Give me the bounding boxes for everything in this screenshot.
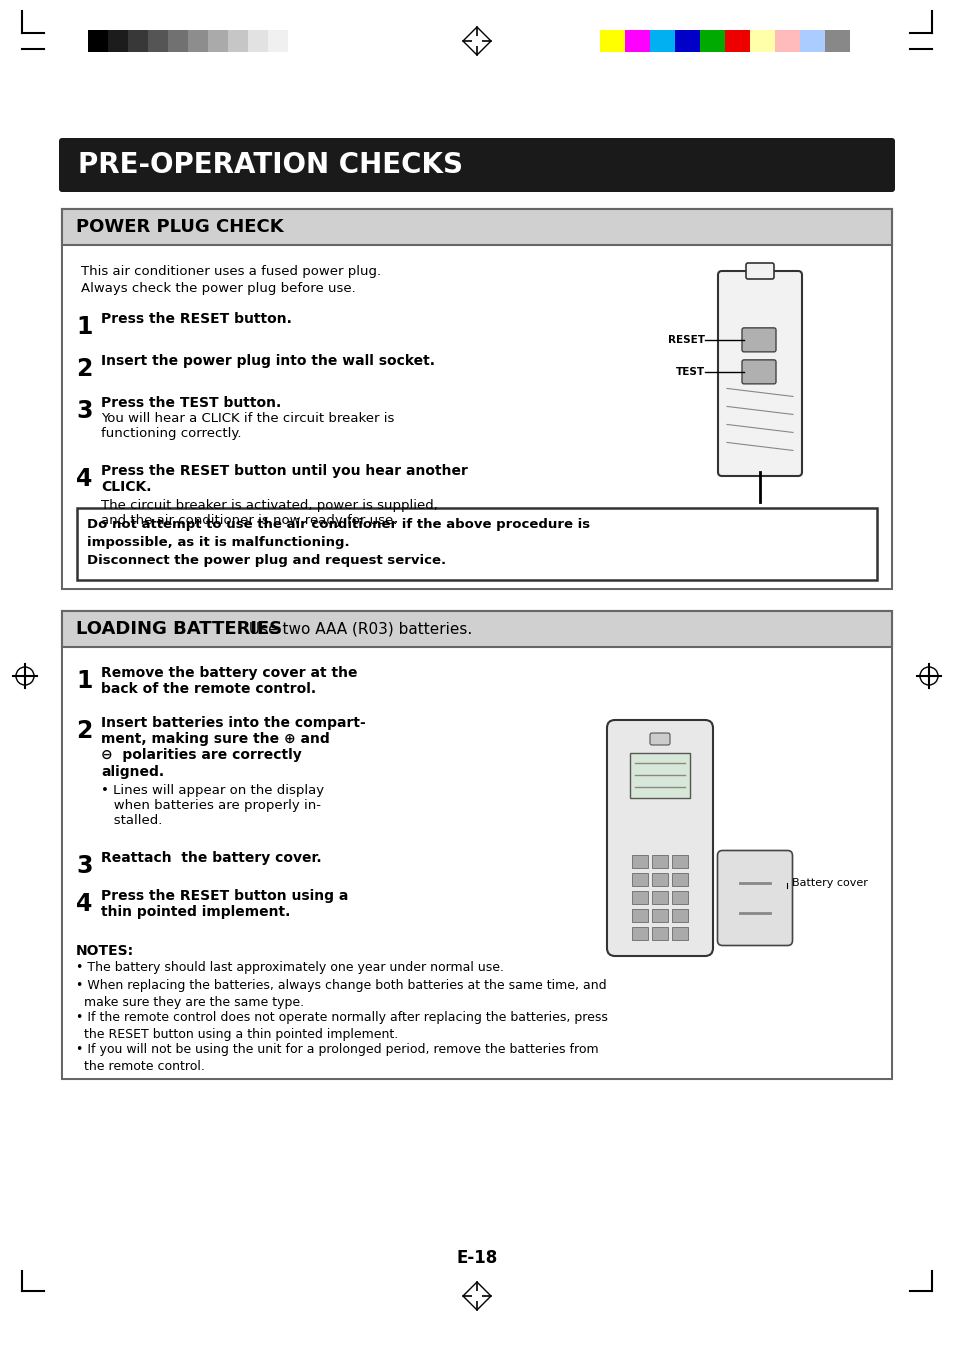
- Text: TEST: TEST: [675, 367, 704, 377]
- Bar: [77, 508, 876, 580]
- Bar: [168, 30, 188, 51]
- Bar: [63, 245, 890, 588]
- Text: 4: 4: [76, 467, 92, 490]
- Text: • When replacing the batteries, always change both batteries at the same time, a: • When replacing the batteries, always c…: [76, 979, 606, 1009]
- FancyBboxPatch shape: [59, 138, 894, 192]
- Bar: [724, 30, 749, 51]
- Bar: [671, 855, 687, 867]
- Circle shape: [472, 1292, 481, 1301]
- FancyBboxPatch shape: [717, 851, 792, 946]
- Bar: [651, 927, 667, 940]
- Bar: [148, 30, 168, 51]
- Text: • Lines will appear on the display
   when batteries are properly in-
   stalled: • Lines will appear on the display when …: [101, 784, 324, 827]
- Bar: [651, 855, 667, 867]
- Text: Insert batteries into the compart-
ment, making sure the ⊕ and
⊖  polarities are: Insert batteries into the compart- ment,…: [101, 716, 365, 778]
- Text: Use two AAA (R03) batteries.: Use two AAA (R03) batteries.: [244, 621, 472, 636]
- FancyBboxPatch shape: [741, 359, 775, 384]
- Text: 4: 4: [76, 892, 92, 916]
- Circle shape: [472, 36, 481, 46]
- Bar: [631, 855, 647, 867]
- Text: 1: 1: [76, 315, 92, 339]
- Text: 3: 3: [76, 854, 92, 878]
- Bar: [599, 30, 624, 51]
- Text: Press the RESET button using a
thin pointed implement.: Press the RESET button using a thin poin…: [101, 889, 348, 919]
- Bar: [228, 30, 248, 51]
- Bar: [188, 30, 208, 51]
- Text: PRE-OPERATION CHECKS: PRE-OPERATION CHECKS: [78, 151, 462, 178]
- Text: Reattach  the battery cover.: Reattach the battery cover.: [101, 851, 321, 865]
- Text: NOTES:: NOTES:: [76, 944, 134, 958]
- Text: You will hear a CLICK if the circuit breaker is
functioning correctly.: You will hear a CLICK if the circuit bre…: [101, 412, 394, 440]
- Bar: [671, 927, 687, 940]
- Bar: [62, 209, 891, 245]
- Text: Insert the power plug into the wall socket.: Insert the power plug into the wall sock…: [101, 354, 435, 367]
- Text: 2: 2: [76, 719, 92, 743]
- Text: The circuit breaker is activated, power is supplied,
and the air conditioner is : The circuit breaker is activated, power …: [101, 499, 437, 527]
- Bar: [631, 873, 647, 886]
- Text: 2: 2: [76, 357, 92, 381]
- Text: Battery cover: Battery cover: [792, 878, 867, 888]
- Text: Remove the battery cover at the
back of the remote control.: Remove the battery cover at the back of …: [101, 666, 357, 696]
- Bar: [774, 30, 800, 51]
- Bar: [631, 892, 647, 904]
- Bar: [651, 873, 667, 886]
- Bar: [128, 30, 148, 51]
- Text: POWER PLUG CHECK: POWER PLUG CHECK: [76, 218, 283, 236]
- Text: Press the RESET button until you hear another
CLICK.: Press the RESET button until you hear an…: [101, 463, 467, 494]
- Bar: [824, 30, 849, 51]
- Bar: [675, 30, 700, 51]
- Bar: [631, 927, 647, 940]
- Text: This air conditioner uses a fused power plug.: This air conditioner uses a fused power …: [81, 265, 381, 278]
- Text: • If the remote control does not operate normally after replacing the batteries,: • If the remote control does not operate…: [76, 1011, 607, 1042]
- Text: Do not attempt to use the air conditioner if the above procedure is
impossible, : Do not attempt to use the air conditione…: [87, 517, 590, 567]
- Bar: [268, 30, 288, 51]
- Bar: [749, 30, 774, 51]
- Bar: [624, 30, 649, 51]
- Text: Press the RESET button.: Press the RESET button.: [101, 312, 292, 326]
- Bar: [649, 30, 675, 51]
- Bar: [63, 647, 890, 1078]
- Bar: [208, 30, 228, 51]
- Bar: [288, 30, 308, 51]
- Bar: [248, 30, 268, 51]
- Text: • If you will not be using the unit for a prolonged period, remove the batteries: • If you will not be using the unit for …: [76, 1043, 598, 1073]
- FancyBboxPatch shape: [741, 328, 775, 351]
- Bar: [62, 141, 891, 189]
- Text: Always check the power plug before use.: Always check the power plug before use.: [81, 282, 355, 295]
- Bar: [671, 909, 687, 921]
- Bar: [651, 892, 667, 904]
- Bar: [671, 892, 687, 904]
- Text: RESET: RESET: [667, 335, 704, 345]
- Bar: [88, 30, 108, 51]
- Text: 1: 1: [76, 669, 92, 693]
- Bar: [671, 873, 687, 886]
- Text: LOADING BATTERIES: LOADING BATTERIES: [76, 620, 282, 638]
- Bar: [62, 611, 891, 647]
- Bar: [629, 753, 689, 798]
- Text: E-18: E-18: [456, 1250, 497, 1267]
- Bar: [108, 30, 128, 51]
- FancyBboxPatch shape: [745, 263, 773, 280]
- Text: • The battery should last approximately one year under normal use.: • The battery should last approximately …: [76, 961, 503, 974]
- Bar: [800, 30, 824, 51]
- FancyBboxPatch shape: [649, 734, 669, 744]
- Bar: [62, 611, 891, 1079]
- Bar: [700, 30, 724, 51]
- FancyBboxPatch shape: [606, 720, 712, 957]
- Text: Press the TEST button.: Press the TEST button.: [101, 396, 281, 409]
- Bar: [62, 209, 891, 589]
- Bar: [651, 909, 667, 921]
- Text: 3: 3: [76, 399, 92, 423]
- Bar: [631, 909, 647, 921]
- FancyBboxPatch shape: [718, 272, 801, 476]
